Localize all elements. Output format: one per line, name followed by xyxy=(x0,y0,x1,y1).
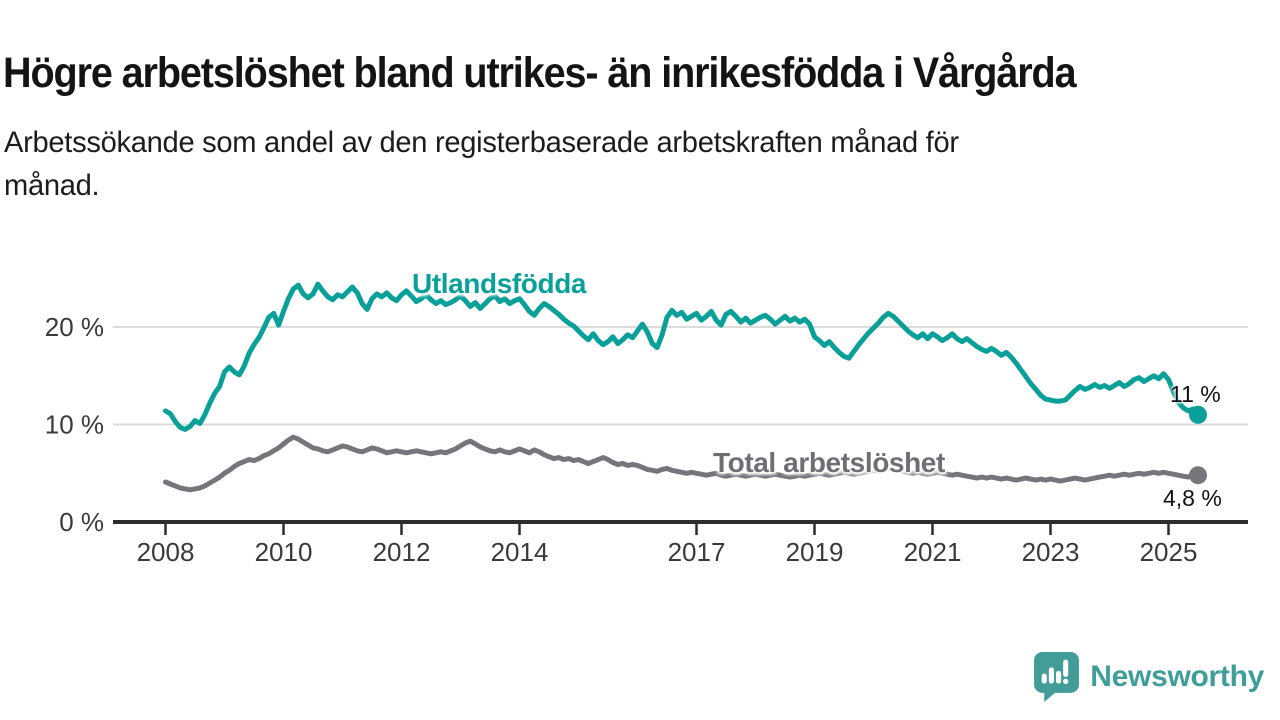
series-end-dot-total-arbetsl-shet xyxy=(1189,466,1207,485)
x-tick-label: 2010 xyxy=(255,537,313,567)
x-tick-label: 2012 xyxy=(373,537,431,567)
x-tick-label: 2014 xyxy=(491,537,549,567)
x-tick-label: 2019 xyxy=(786,537,844,567)
series-end-dot-utlandsf-dda xyxy=(1189,405,1207,424)
subtitle-line-2: månad. xyxy=(4,169,100,202)
page-title: Högre arbetslöshet bland utrikes- än inr… xyxy=(3,48,1077,97)
bar-chart-bar-1 xyxy=(1041,673,1048,684)
end-value-label-utlandsfodda: 11 % xyxy=(1170,381,1221,407)
series-line-total-arbetsl-shet xyxy=(163,434,1201,493)
x-tick-label: 2021 xyxy=(904,537,962,567)
x-tick-label: 2008 xyxy=(137,537,195,567)
series-line-utlandsf-dda xyxy=(163,281,1201,432)
series-label-utlandsfodda: Utlandsfödda xyxy=(412,268,587,299)
newsworthy-logo-icon xyxy=(1034,652,1080,702)
newsworthy-logo-text: Newsworthy xyxy=(1090,659,1264,693)
bar-chart-bar-2 xyxy=(1049,667,1055,684)
x-tick-label: 2025 xyxy=(1140,537,1198,567)
exclamation-dot xyxy=(1063,678,1069,685)
x-tick-label: 2023 xyxy=(1022,537,1080,567)
bar-chart-bar-3 xyxy=(1056,670,1062,684)
newsworthy-logo: Newsworthy xyxy=(1033,651,1264,702)
y-tick-label: 20 % xyxy=(45,312,104,342)
chart-subtitle: Arbetssökande som andel av den registerb… xyxy=(4,121,959,207)
x-tick-label: 2017 xyxy=(668,537,726,567)
y-tick-label: 10 % xyxy=(45,410,104,440)
exclamation-bar xyxy=(1063,659,1069,678)
y-tick-label: 0 % xyxy=(59,507,104,537)
series-label-total-arbetsloshet: Total arbetslöshet xyxy=(713,447,945,478)
end-value-label-total: 4,8 % xyxy=(1163,485,1222,511)
subtitle-line-1: Arbetssökande som andel av den registerb… xyxy=(4,126,959,159)
